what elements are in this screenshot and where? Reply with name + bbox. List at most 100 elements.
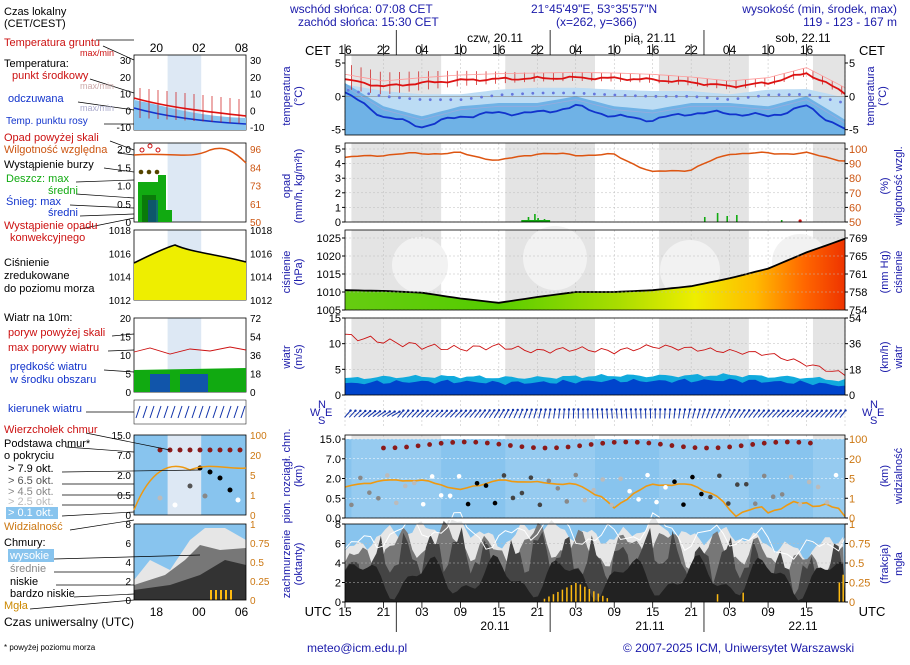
legend-tick-label: 0.75 [250, 539, 270, 550]
legend-fog-bar [230, 590, 232, 600]
axis-title-cloud-cover-unit: (oktanty) [293, 543, 305, 586]
legend-cloud-top-dot [238, 448, 243, 453]
legend-tick-label: 6 [125, 539, 131, 550]
utc-tick-label: 03 [569, 605, 583, 619]
header: wschód słońca: 07:08 CET zachód słońca: … [289, 2, 897, 29]
wind-direction-head [830, 409, 832, 411]
dew-point-dot [531, 92, 534, 95]
utc-tick-label: 21 [377, 605, 391, 619]
dew-point-dot [654, 95, 657, 98]
dew-point-dot [839, 101, 842, 104]
cloud-base-dot [582, 498, 587, 503]
dew-point-dot [613, 94, 616, 97]
y-tick-label-left: 4 [335, 558, 341, 570]
wind-direction-head [787, 410, 789, 412]
y-tick-label-right: 70 [849, 188, 861, 200]
legend-cloud-base-dot [188, 484, 193, 489]
wind-direction-head [763, 409, 765, 411]
wind-direction-head [728, 409, 730, 411]
legend-pressure-area [134, 245, 246, 300]
wind-direction-head [718, 409, 720, 411]
cloud-top-dot [623, 440, 628, 445]
sunset-text: zachód słońca: 15:30 CET [298, 15, 439, 29]
legend-precip-over: Opad powyżej skali [4, 132, 99, 144]
legend-cloud-base-dot [236, 498, 241, 503]
legend-wind-speed-fill [180, 374, 208, 392]
legend-tick-label: 2.0 [117, 471, 131, 482]
legend-wind-arrow [227, 406, 231, 418]
legend-precip-occ: Wystąpienie opadu [4, 220, 97, 232]
cloud-base-dot [538, 503, 543, 508]
legend-cloud-base-dot [208, 470, 213, 475]
legend-rain-max [166, 210, 172, 222]
legend-cloud-base-dot [173, 503, 178, 508]
legend-storm: Wystąpienie burzy [4, 159, 94, 171]
utc-tick-label: 21 [684, 605, 698, 619]
cloud-base-dot [627, 489, 632, 494]
footer-email[interactable]: meteo@icm.edu.pl [307, 641, 407, 655]
legend-storm-dot [147, 170, 152, 175]
legend-tick-label: 20 [120, 73, 132, 84]
cloud-base-dot [529, 475, 534, 480]
compass-e-right: E [877, 407, 884, 419]
y-tick-label-right: 1 [849, 493, 855, 505]
fog-bar [593, 591, 595, 602]
y-tick-label-right: 5 [849, 474, 855, 486]
legend-wind-arrow [220, 406, 224, 418]
wind-direction-head [596, 408, 598, 410]
legend-tick-label: 1014 [250, 273, 273, 284]
legend-tick-label: 36 [250, 351, 262, 362]
wind-direction-head [635, 408, 637, 410]
legend-wind-speed-2: w środku obszaru [9, 374, 96, 386]
fog-bar [607, 598, 609, 602]
cloud-base-dot [493, 501, 498, 506]
legend-tick-label: 10 [120, 90, 132, 101]
legend-tick-label: 100 [250, 431, 267, 442]
legend-tick-label: 4 [125, 558, 131, 569]
wind-direction-head [554, 408, 556, 410]
wind-direction-head [684, 408, 686, 410]
dew-point-dot [675, 95, 678, 98]
wind-direction-head [704, 409, 706, 411]
cloud-top-dot [543, 446, 548, 451]
legend-tick-label: 1018 [109, 226, 132, 237]
wind-direction-head [582, 408, 584, 410]
compass-s-left: S [318, 415, 325, 427]
elevation-values: 119 - 123 - 167 m [803, 15, 897, 29]
dew-point-dot [706, 96, 709, 99]
legend-fog-bar [215, 590, 217, 600]
cloud-base-dot [358, 476, 363, 481]
wind-direction-head [450, 410, 452, 412]
dew-point-dot [439, 98, 442, 101]
wind-direction-head [412, 409, 414, 411]
cloud-top-dot [381, 446, 386, 451]
y-tick-label-left: 6 [335, 539, 341, 551]
y-tick-label-right: 20 [849, 454, 861, 466]
legend-tick-label: 0.5 [117, 491, 131, 502]
y-tick-label-left: 1020 [317, 251, 341, 263]
cloud-base-dot [412, 481, 417, 486]
legend-tick-label: 1018 [250, 226, 273, 237]
legend-tick-label: 0 [250, 106, 256, 117]
wind-direction-head [349, 409, 351, 411]
cloud-top-dot [670, 443, 675, 448]
wind-direction-head [649, 408, 651, 410]
wind-direction-head [825, 409, 827, 411]
fog-bar [557, 592, 559, 602]
utc-tick-label: 15 [800, 605, 814, 619]
y-tick-label-right: 60 [849, 202, 861, 214]
legend-cloud-top-dot [198, 448, 203, 453]
cloud-base-dot [502, 473, 507, 478]
wind-direction-head [526, 409, 528, 411]
wind-direction-head [516, 409, 518, 411]
axis-title-visibility-unit: (km) [879, 465, 891, 487]
wind-direction-head [630, 408, 632, 410]
cloud-base-dot [520, 491, 525, 496]
coordinates-text: 21°45'49"E, 53°35'57"N [531, 2, 657, 16]
cloud-top-dot [808, 441, 813, 446]
footer-copyright: © 2007-2025 ICM, Uniwersytet Warszawski [623, 641, 854, 655]
wind-direction-head [801, 410, 803, 412]
day-label-bottom: 22.11 [788, 619, 817, 633]
legend-tick-label: -10 [117, 123, 132, 134]
dew-point-dot [603, 93, 606, 96]
